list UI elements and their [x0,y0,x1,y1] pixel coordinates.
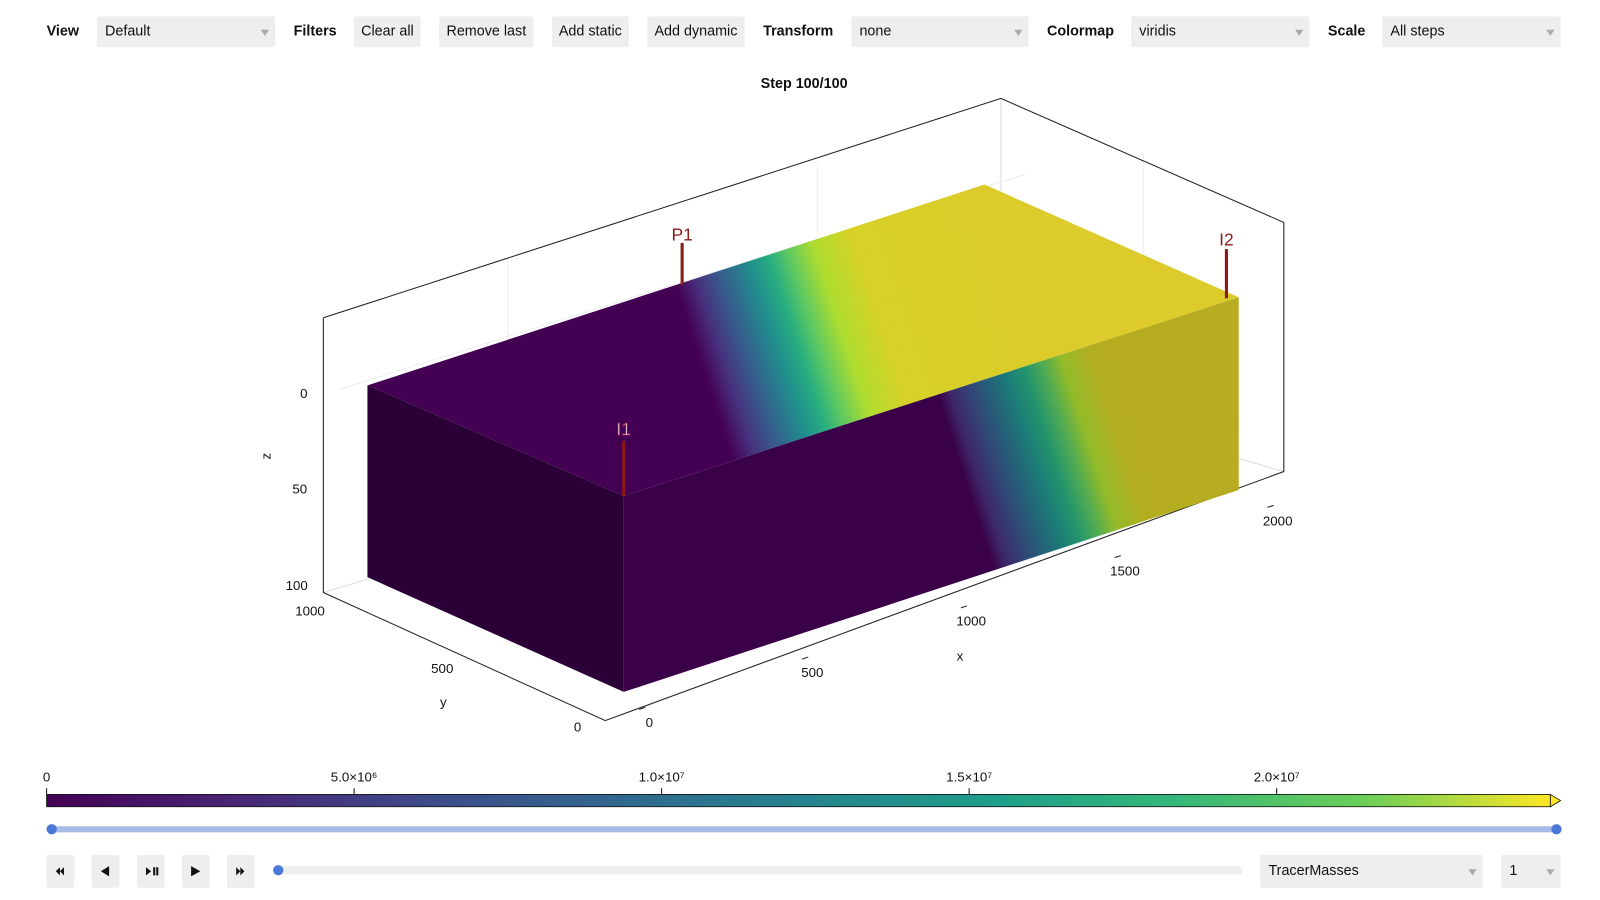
z-tick-label: 0 [300,386,307,401]
y-tick-label: 1000 [295,603,325,618]
z-axis-label: z [258,453,273,460]
playback-icon [236,867,245,876]
x-tick [1114,555,1122,559]
colorbar-tick-label: 1.5×10⁷ [946,770,992,785]
label: Filters [294,24,337,40]
colorbar-tick-label: 2.0×10⁷ [1254,770,1300,785]
dropdown[interactable] [96,16,276,48]
x-tick-label: 1000 [956,614,986,629]
y-axis-label: y [440,695,447,710]
dropdown-arrow [1014,29,1023,36]
y-tick-label: 500 [431,661,453,676]
left-face [367,385,624,692]
x-axis-label: x [957,649,964,664]
x-tick-label: 1500 [1110,563,1140,578]
dropdown[interactable] [1260,854,1483,888]
colorbar-tick-label: 5.0×10⁶ [331,770,378,785]
button-label: Add dynamic [654,24,737,40]
x-tick-label: 0 [646,715,653,730]
playback-icon [100,866,110,877]
slider-handle[interactable] [46,824,57,835]
dropdown-arrow [1468,869,1477,876]
well-label: I1 [616,419,631,439]
dropdown-arrow [260,29,270,36]
step-range-slider[interactable] [50,826,1557,833]
time-slider[interactable] [277,866,1243,875]
dropdown[interactable] [851,16,1029,48]
x-tick [638,706,646,710]
label: Scale [1328,24,1366,40]
dropdown[interactable] [1131,16,1310,48]
dropdown[interactable] [1501,854,1561,888]
label: Colormap [1047,24,1114,40]
dropdown-value: viridis [1139,24,1176,40]
dropdown-value: All steps [1390,24,1444,40]
wells [622,242,1228,497]
x-tick [801,656,809,660]
plot-title: Step 100/100 [761,76,848,92]
colorbar [46,794,1551,808]
time-slider-handle[interactable] [273,865,284,876]
colorbar-tick-label: 0 [43,770,50,785]
y-tick-label: 0 [574,719,581,734]
well-label: P1 [671,224,692,244]
x-tick-label: 2000 [1263,513,1293,528]
x-tick [1267,504,1274,508]
dropdown-arrow [1295,29,1304,36]
button[interactable] [439,16,534,48]
dropdown-value: TracerMasses [1268,863,1358,879]
z-tick-label: 100 [286,578,308,593]
dropdown-value: 1 [1509,863,1517,879]
button[interactable] [647,16,745,48]
x-tick-label: 500 [801,665,823,680]
dropdown-arrow [1546,29,1555,36]
button[interactable] [551,16,629,48]
front-face [623,297,1239,692]
label: View [47,24,80,40]
dropdown-arrow [1546,869,1555,876]
button-label: Add static [559,24,622,40]
playback-icon [55,867,65,876]
dropdown-value: none [859,24,891,40]
button-label: Remove last [446,24,526,40]
playback-icon [146,867,159,876]
colorbar-tick-label: 1.0×10⁷ [639,770,685,785]
x-tick [960,605,968,609]
dropdown-value: Default [105,24,150,40]
colorbar-extend [1549,793,1562,808]
top-face [367,184,1239,497]
playback-icon [191,866,201,877]
slider-handle[interactable] [1551,824,1562,835]
button-label: Clear all [361,24,414,40]
label: Transform [763,24,833,40]
button[interactable] [354,16,421,48]
dropdown[interactable] [1382,16,1561,48]
well-label: I2 [1219,229,1234,249]
z-tick-label: 50 [292,481,307,496]
